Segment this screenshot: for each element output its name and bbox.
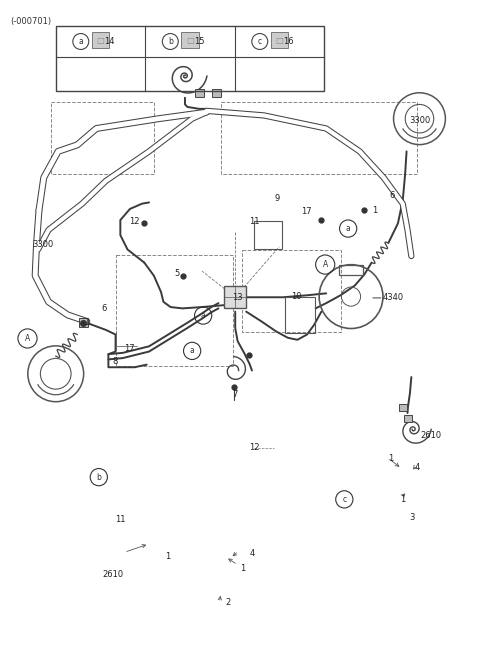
Bar <box>212 89 220 97</box>
Text: □: □ <box>276 35 283 45</box>
Bar <box>242 249 340 332</box>
Text: b: b <box>168 37 173 46</box>
Text: 2: 2 <box>226 598 231 607</box>
Bar <box>285 297 315 333</box>
Bar <box>51 102 154 174</box>
Text: 14: 14 <box>104 37 115 46</box>
Text: 1: 1 <box>84 318 89 327</box>
Text: 2610: 2610 <box>103 570 124 579</box>
Text: 10: 10 <box>291 292 302 301</box>
Text: 6: 6 <box>101 304 106 313</box>
Bar <box>92 32 109 48</box>
Text: 17: 17 <box>301 207 312 216</box>
Text: 2610: 2610 <box>421 431 442 440</box>
Text: 4: 4 <box>249 549 254 558</box>
Text: 12: 12 <box>249 443 260 452</box>
Bar <box>56 26 324 91</box>
Text: 3: 3 <box>409 513 415 522</box>
Text: 11: 11 <box>249 217 260 226</box>
Text: 5: 5 <box>174 268 180 277</box>
Text: (-000701): (-000701) <box>10 17 51 26</box>
Text: A: A <box>323 260 328 269</box>
Text: 3300: 3300 <box>32 241 53 249</box>
Text: □: □ <box>186 35 194 45</box>
Text: 6: 6 <box>389 192 395 200</box>
Text: 11: 11 <box>115 515 126 524</box>
Text: 9: 9 <box>275 194 280 203</box>
Text: 1: 1 <box>388 455 394 463</box>
Bar <box>79 318 87 327</box>
Text: a: a <box>201 311 205 320</box>
Text: a: a <box>346 224 350 233</box>
Text: 1: 1 <box>240 564 245 573</box>
Bar <box>221 102 417 174</box>
Text: 1: 1 <box>166 552 171 562</box>
Text: □: □ <box>96 35 105 45</box>
Text: 4: 4 <box>414 464 420 472</box>
Bar <box>339 264 363 275</box>
Bar <box>116 255 233 366</box>
Text: a: a <box>190 346 194 356</box>
Text: 7: 7 <box>232 390 238 399</box>
Bar <box>404 415 411 422</box>
Bar <box>224 286 246 308</box>
Bar <box>399 404 407 411</box>
Bar <box>195 89 204 97</box>
Text: b: b <box>96 472 101 482</box>
Text: 15: 15 <box>194 37 204 46</box>
Bar <box>254 221 282 249</box>
Text: 13: 13 <box>232 293 243 302</box>
Text: 3300: 3300 <box>409 116 430 125</box>
Text: A: A <box>25 334 30 343</box>
Text: 1: 1 <box>372 206 378 215</box>
Bar <box>181 32 199 48</box>
Text: 1: 1 <box>400 495 405 504</box>
Text: a: a <box>78 37 83 46</box>
Text: 16: 16 <box>283 37 294 46</box>
Text: c: c <box>342 495 347 504</box>
Text: 8: 8 <box>112 357 117 366</box>
Text: 12: 12 <box>130 217 140 226</box>
Bar <box>271 32 288 48</box>
Text: 4340: 4340 <box>383 293 404 302</box>
Text: 17: 17 <box>124 344 134 353</box>
Text: c: c <box>258 37 262 46</box>
